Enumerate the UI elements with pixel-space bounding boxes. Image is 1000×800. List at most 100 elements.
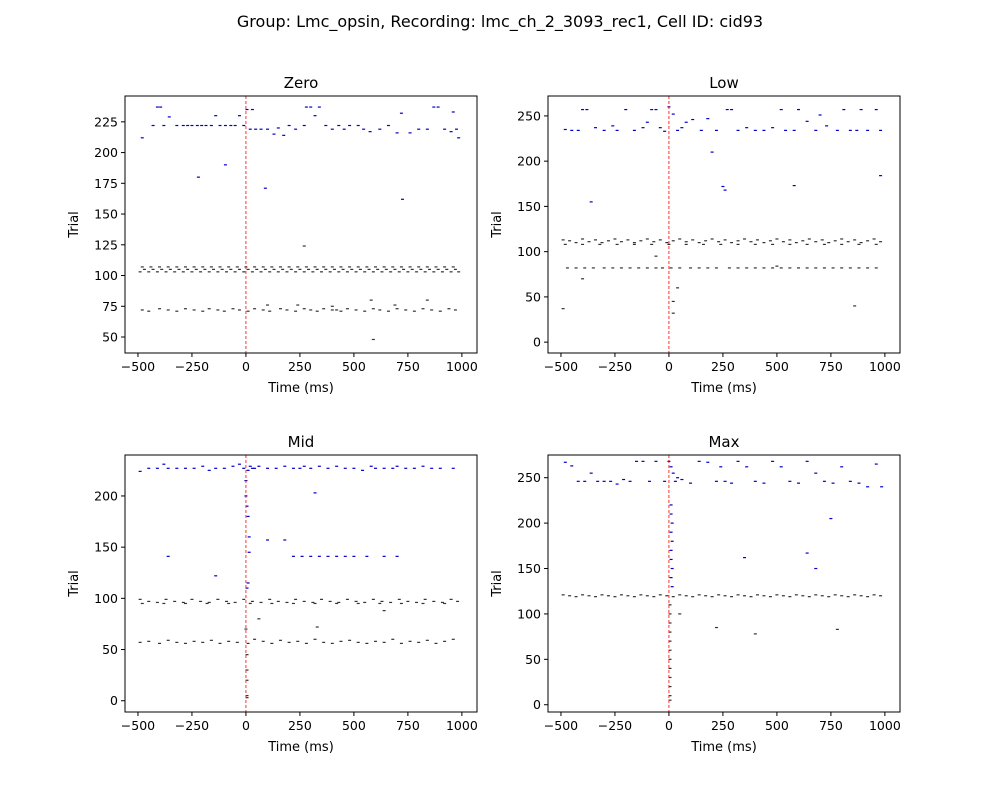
mid-spike-black	[365, 642, 369, 644]
zero-spike-black	[432, 271, 436, 273]
mid-spike-blue	[247, 551, 251, 553]
zero-spike-black	[328, 271, 332, 273]
mid-spike-blue	[237, 463, 241, 465]
zero-spike-black	[440, 271, 444, 273]
low-spike-black	[568, 240, 572, 242]
panel-zero: −500 −250 0 250 500 750 1000 50 75 100 125 150 175 20…	[67, 74, 478, 396]
zero-spike-black	[363, 271, 367, 273]
low-spike-black	[611, 267, 615, 269]
mid-spike-black	[378, 602, 382, 605]
max-xtick-label: 1000	[869, 718, 901, 733]
low-spike-black	[671, 312, 675, 314]
zero-spike-black	[194, 268, 198, 270]
max-ytick-label: 150	[517, 561, 541, 576]
low-axes-frame	[547, 95, 901, 354]
max-spike-black	[853, 594, 857, 596]
zero-spike-blue	[266, 128, 270, 130]
max-spike-black	[859, 595, 863, 597]
mid-spike-blue	[317, 465, 321, 467]
zero-spike-black	[322, 308, 326, 310]
mid-spike-black	[257, 618, 261, 620]
zero-spike-black	[415, 271, 419, 273]
low-xlabel: Time (ms)	[690, 381, 757, 396]
mid-spike-blue	[166, 555, 170, 557]
zero-spike-black	[250, 271, 254, 273]
zero-ylabel: Trial	[67, 211, 82, 239]
low-spike-blue	[576, 129, 580, 131]
low-spike-black	[788, 243, 792, 246]
mid-spike-black	[374, 640, 378, 642]
low-spike-black	[743, 238, 747, 240]
max-spike-black	[668, 658, 672, 660]
zero-spike-black	[237, 309, 241, 311]
max-spike-blue	[805, 552, 809, 554]
low-spike-black	[632, 241, 636, 244]
low-spike-black	[736, 240, 740, 242]
mid-spike-blue	[369, 465, 373, 467]
zero-spike-black	[229, 268, 233, 270]
zero-spike-blue	[175, 124, 179, 127]
zero-spike-black	[216, 271, 220, 273]
low-spike-black	[822, 243, 826, 246]
zero-spike-blue	[181, 124, 185, 127]
low-spike-blue	[855, 129, 859, 131]
low-spike-black	[797, 267, 801, 269]
mid-spike-black	[451, 638, 455, 640]
zero-spike-black	[237, 268, 241, 270]
low-spike-black	[628, 267, 632, 269]
zero-spike-black	[183, 266, 187, 268]
zero-spike-black	[443, 266, 447, 268]
low-spike-blue	[818, 114, 822, 116]
zero-spike-blue	[313, 115, 317, 117]
low-xtick-label: −250	[598, 359, 632, 374]
low-spike-black	[788, 239, 792, 241]
mid-spikes	[138, 463, 460, 699]
zero-spike-black	[412, 310, 416, 312]
max-spike-black	[668, 699, 672, 701]
zero-spike-black	[140, 266, 144, 268]
zero-spike-blue	[167, 116, 171, 118]
low-spike-blue	[611, 125, 615, 127]
zero-spike-black	[358, 268, 362, 270]
low-spike-blue	[814, 129, 818, 131]
mid-spike-blue	[430, 467, 434, 469]
zero-spike-black	[158, 308, 162, 310]
mid-spike-black	[235, 641, 239, 643]
max-spike-black	[561, 594, 565, 596]
mid-spike-black	[201, 641, 205, 643]
max-spike-blue	[670, 540, 674, 542]
low-spike-blue	[632, 129, 636, 131]
mid-ytick-label: 0	[110, 693, 118, 708]
max-spike-blue	[730, 482, 734, 484]
mid-spike-blue	[300, 555, 304, 557]
panel-mid: −500 −250 0 250 500 750 1000 0 50 100 150 200 Mid Tim…	[67, 433, 478, 755]
low-spike-black	[814, 241, 818, 243]
zero-spike-black	[371, 308, 375, 310]
low-spike-black	[749, 241, 753, 243]
max-spike-blue	[689, 482, 693, 484]
zero-spike-black	[417, 266, 421, 268]
zero-spike-black	[268, 310, 272, 312]
low-spike-black	[805, 243, 809, 246]
zero-spike-black	[302, 245, 306, 247]
zero-spike-black	[447, 308, 451, 310]
zero-spike-black	[209, 266, 213, 268]
zero-spike-black	[151, 268, 155, 270]
max-spike-blue	[615, 483, 619, 485]
mid-spike-black	[216, 598, 220, 600]
low-spike-blue	[797, 108, 801, 111]
mid-spike-blue	[192, 467, 196, 469]
mid-spike-black	[287, 641, 291, 643]
zero-spike-black	[389, 271, 393, 273]
low-spike-black	[594, 239, 598, 241]
mid-spike-black	[248, 602, 252, 605]
zero-spike-black	[181, 271, 185, 273]
mid-spike-blue	[309, 555, 313, 557]
low-spike-blue	[730, 108, 734, 111]
zero-spike-black	[201, 310, 205, 312]
mid-spike-black	[173, 600, 177, 603]
low-spike-black	[652, 241, 656, 243]
zero-spike-blue	[287, 124, 291, 127]
zero-spike-blue	[386, 124, 390, 127]
low-spike-black	[866, 240, 870, 242]
